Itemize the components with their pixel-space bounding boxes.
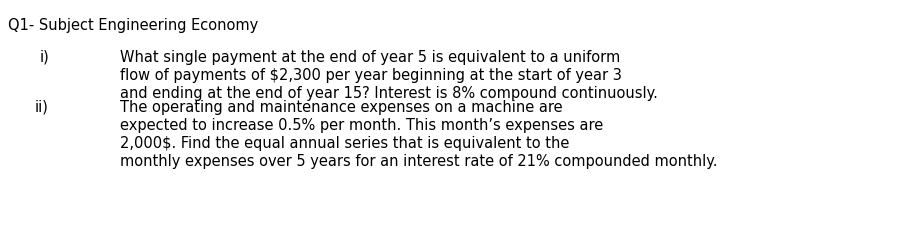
Text: expected to increase 0.5% per month. This month’s expenses are: expected to increase 0.5% per month. Thi… xyxy=(120,118,603,132)
Text: Q1- Subject Engineering Economy: Q1- Subject Engineering Economy xyxy=(8,18,258,33)
Text: i): i) xyxy=(40,50,50,65)
Text: flow of payments of $2,300 per year beginning at the start of year 3: flow of payments of $2,300 per year begi… xyxy=(120,68,621,83)
Text: monthly expenses over 5 years for an interest rate of 21% compounded monthly.: monthly expenses over 5 years for an int… xyxy=(120,153,717,168)
Text: ii): ii) xyxy=(35,100,49,114)
Text: What single payment at the end of year 5 is equivalent to a uniform: What single payment at the end of year 5… xyxy=(120,50,621,65)
Text: The operating and maintenance expenses on a machine are: The operating and maintenance expenses o… xyxy=(120,100,563,114)
Text: and ending at the end of year 15? Interest is 8% compound continuously.: and ending at the end of year 15? Intere… xyxy=(120,86,658,101)
Text: 2,000$. Find the equal annual series that is equivalent to the: 2,000$. Find the equal annual series tha… xyxy=(120,135,569,150)
